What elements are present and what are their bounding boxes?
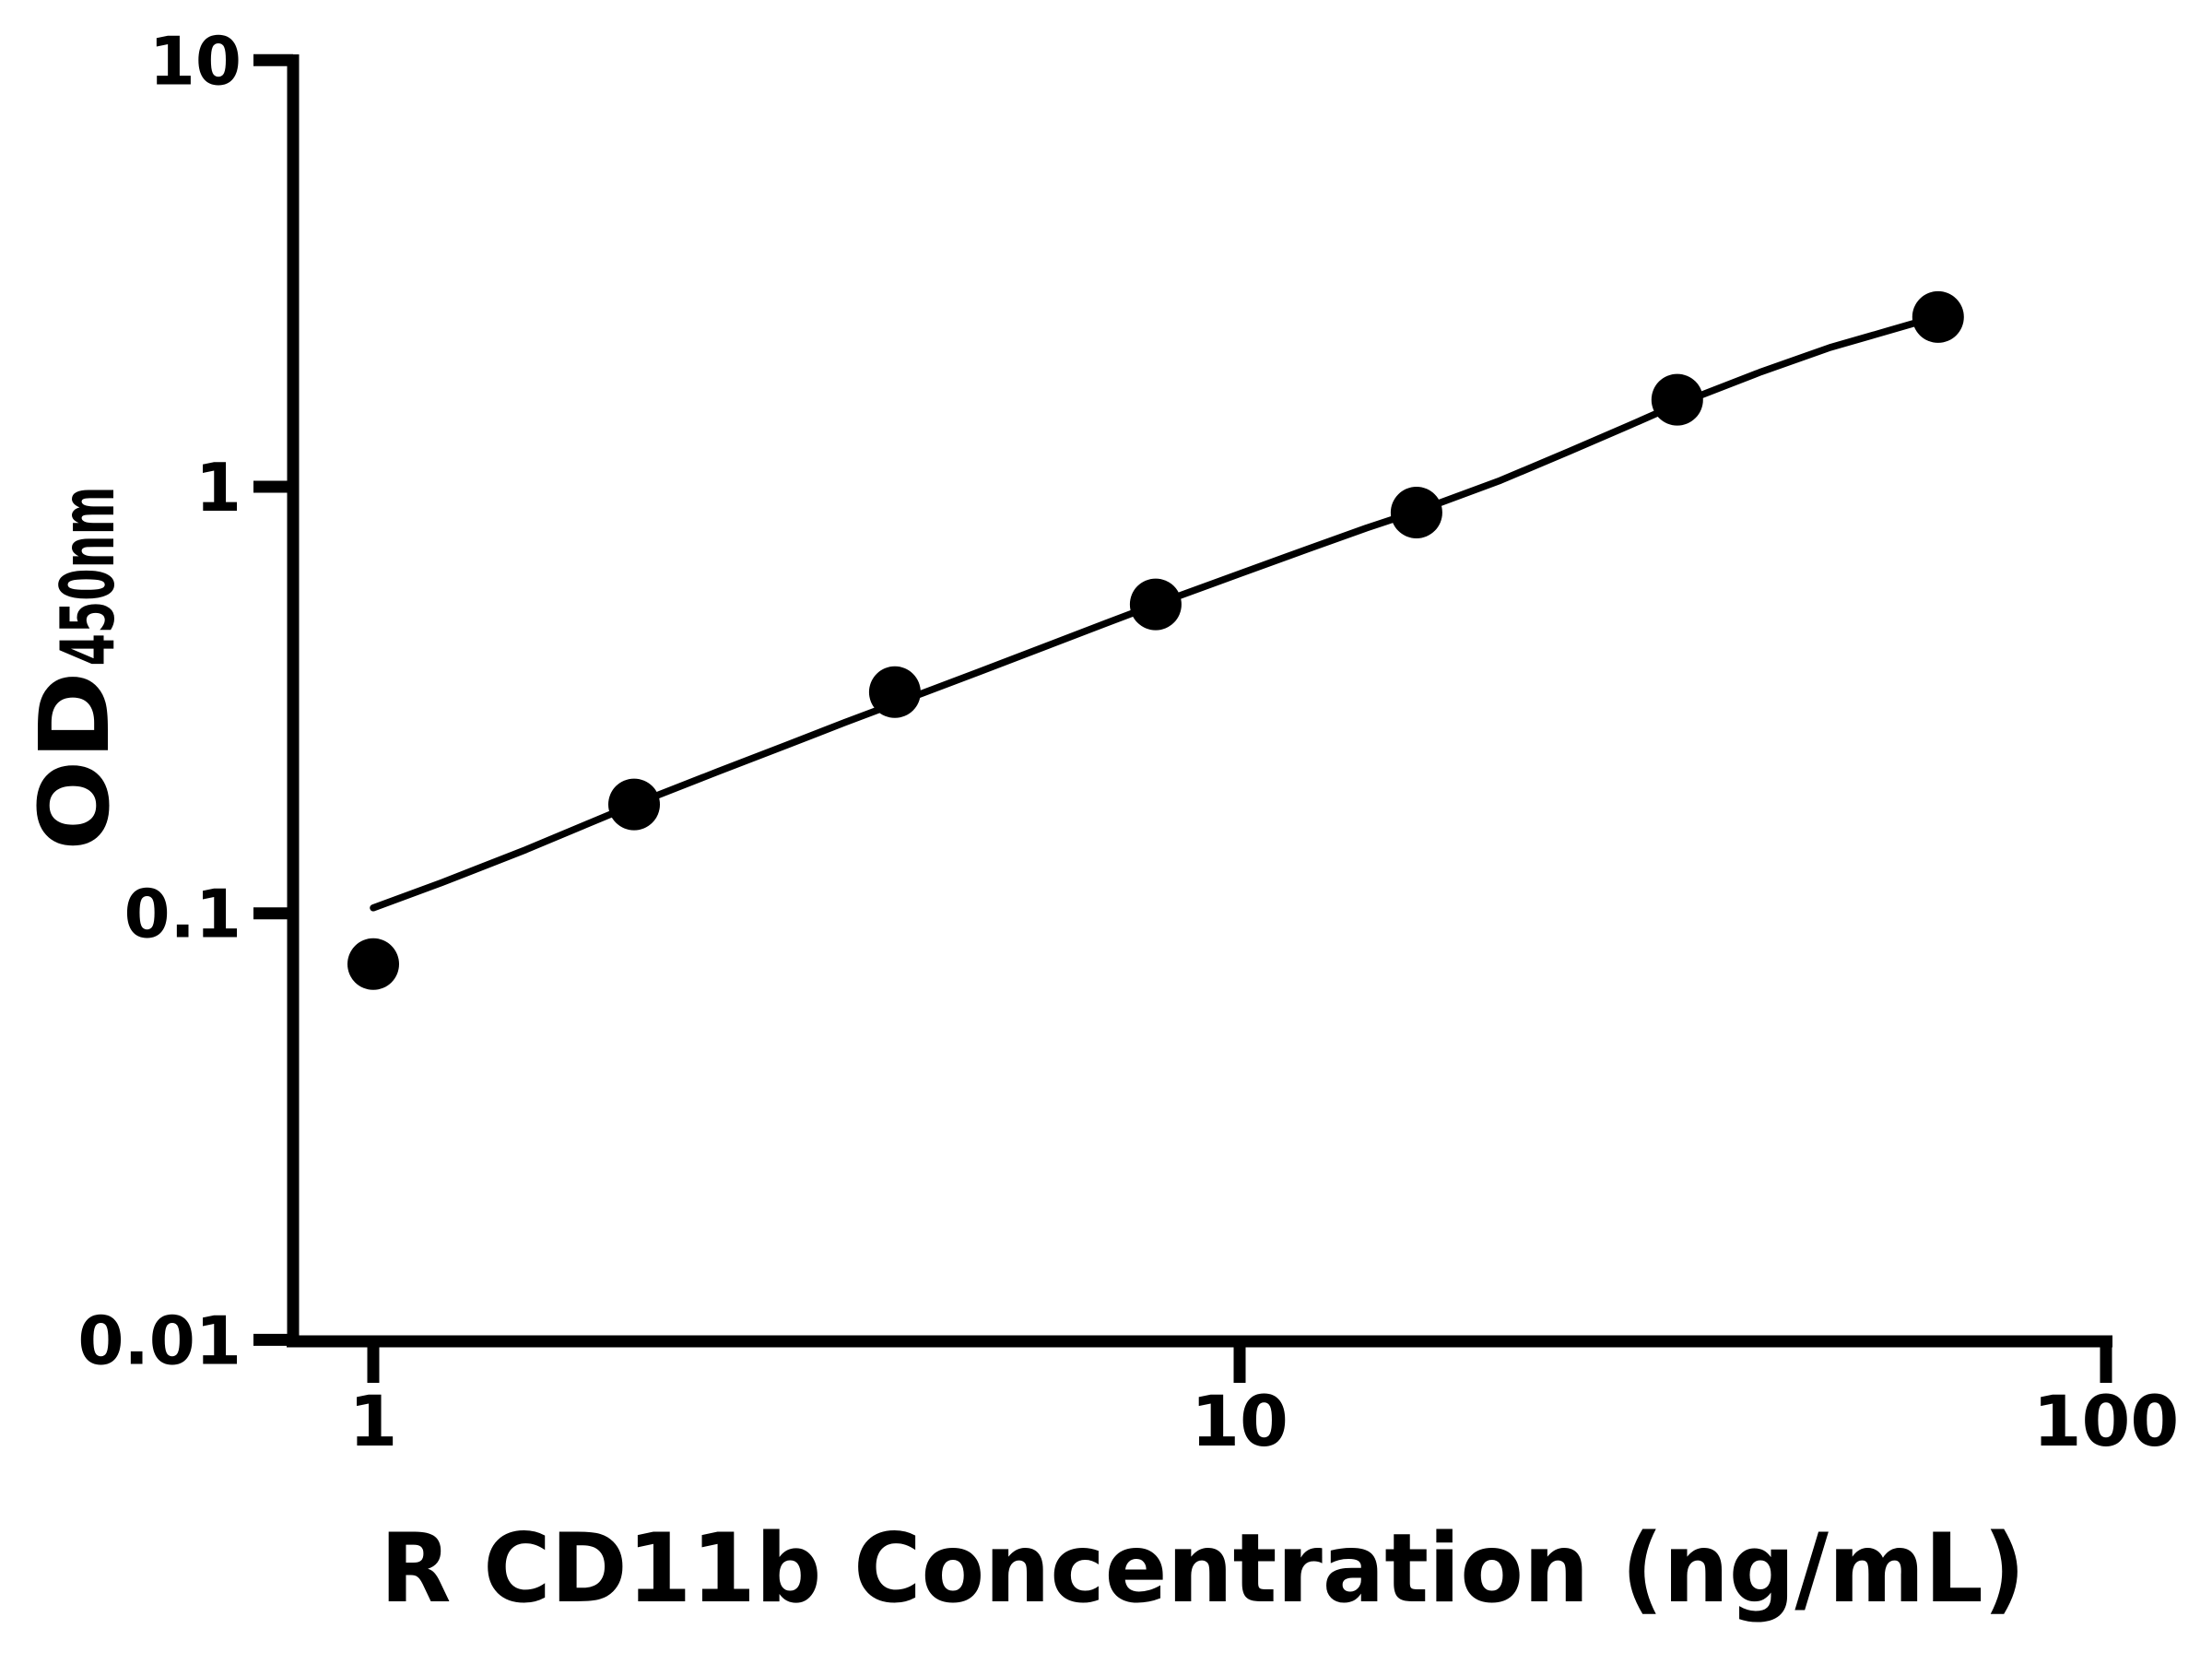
x-tick-label: 1 <box>349 1380 398 1462</box>
x-tick-label: 10 <box>1191 1380 1288 1462</box>
x-ticks <box>367 1341 2112 1383</box>
data-point <box>1390 487 1442 538</box>
x-axis-title: R CD11b Concentration (ng/mL) <box>381 1514 2026 1624</box>
data-point <box>608 778 660 831</box>
y-axis-title-main: OD <box>18 671 131 851</box>
data-point <box>1129 578 1182 631</box>
data-point <box>1651 373 1703 426</box>
x-tick-label: 100 <box>2033 1380 2180 1462</box>
y-tick-labels: 10 1 0.1 0.01 <box>77 22 241 1379</box>
y-tick-label: 1 <box>195 449 241 526</box>
data-point <box>868 666 921 718</box>
y-axis-title-subscript: 450nm <box>45 486 131 666</box>
data-point <box>1912 290 1964 343</box>
y-tick-label: 0.1 <box>124 876 241 953</box>
y-axis: 10 1 0.1 0.01 OD 450nm <box>18 22 300 1379</box>
x-axis: 1 10 100 R CD11b Concentration (ng/mL) <box>287 1335 2180 1624</box>
x-tick-labels: 1 10 100 <box>349 1380 2180 1462</box>
y-ticks <box>253 53 293 1346</box>
y-axis-title: OD 450nm <box>18 486 131 851</box>
data-point <box>347 938 399 990</box>
y-tick-label: 0.01 <box>77 1302 241 1379</box>
y-tick-label: 10 <box>149 22 241 100</box>
data-points <box>347 290 1964 990</box>
